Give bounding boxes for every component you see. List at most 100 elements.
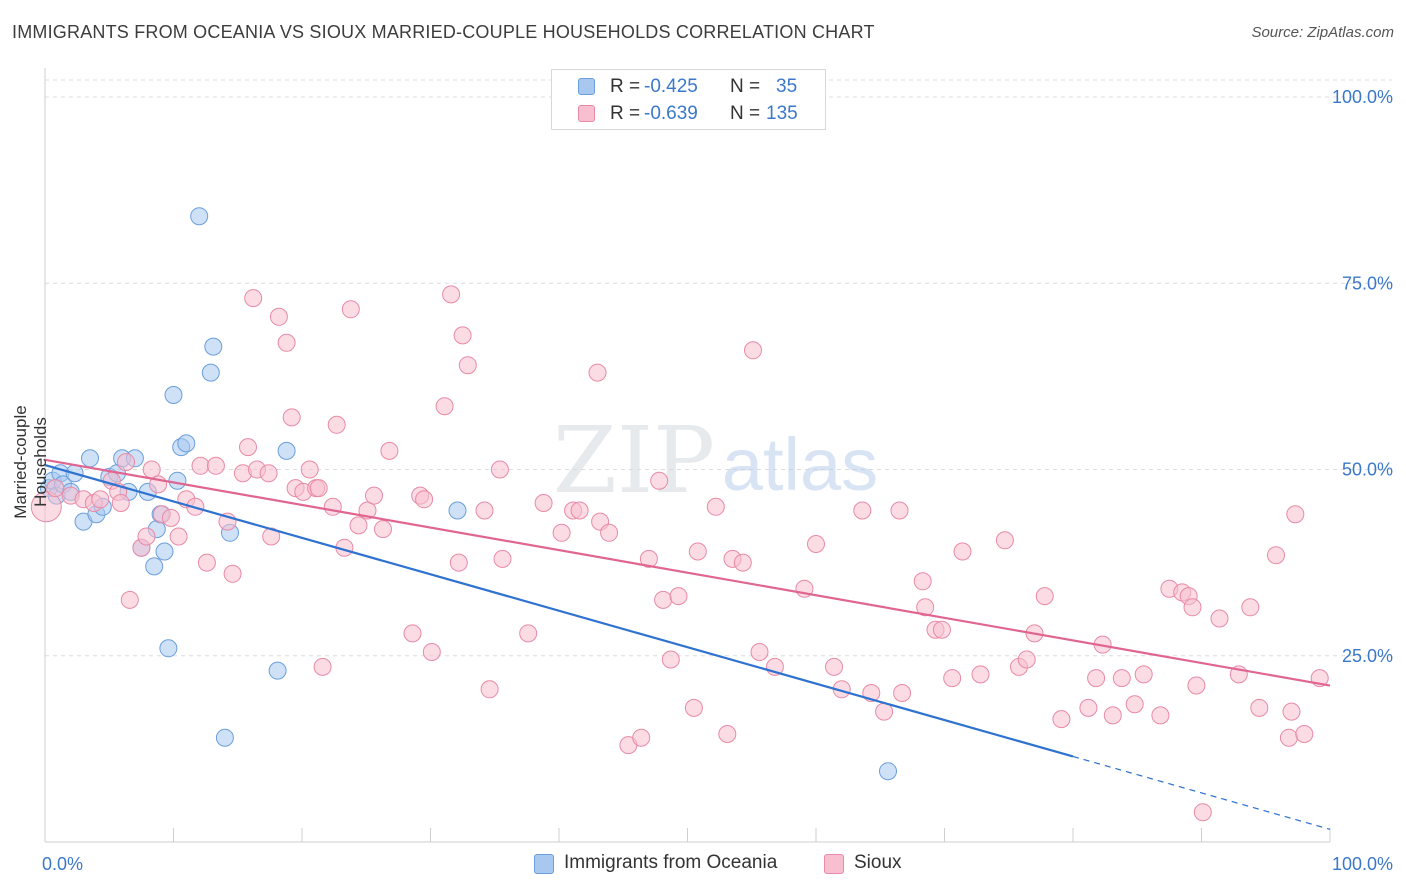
legend-swatch-sioux <box>824 854 844 874</box>
point-oceania <box>879 762 897 781</box>
point-sioux <box>453 326 472 345</box>
point-sioux <box>91 490 110 509</box>
point-sioux <box>403 624 422 643</box>
trend-line-oceania <box>44 463 1074 758</box>
point-sioux <box>1187 676 1206 695</box>
point-oceania <box>168 471 187 490</box>
gridlines <box>45 79 1392 657</box>
point-sioux <box>654 590 673 609</box>
point-sioux <box>890 501 909 520</box>
y-tick-label: 100.0% <box>1332 87 1393 107</box>
series-oceania <box>39 207 897 781</box>
point-sioux <box>313 657 332 676</box>
point-sioux <box>30 491 62 523</box>
point-sioux <box>639 549 658 568</box>
point-sioux <box>282 408 301 427</box>
point-sioux <box>588 363 607 382</box>
point-sioux <box>995 531 1014 550</box>
point-sioux <box>1017 650 1036 669</box>
watermark-atlas: atlas <box>722 423 878 506</box>
point-sioux <box>971 665 990 684</box>
legend-label-oceania: Immigrants from Oceania <box>564 852 778 873</box>
point-sioux <box>1267 546 1285 565</box>
point-sioux <box>1282 702 1301 721</box>
point-oceania <box>81 449 99 468</box>
point-sioux <box>953 542 972 561</box>
trend-line-sioux <box>44 458 1331 687</box>
point-oceania <box>215 728 234 747</box>
point-sioux <box>277 333 296 352</box>
x-tick-label-max: 100.0% <box>1332 854 1393 874</box>
point-oceania <box>155 542 174 561</box>
point-sioux <box>244 289 263 308</box>
legend-n-label: N = <box>730 76 761 97</box>
point-sioux <box>1112 669 1131 688</box>
point-sioux <box>1210 609 1229 628</box>
point-sioux <box>493 549 512 568</box>
point-sioux <box>632 728 651 747</box>
point-oceania <box>201 363 220 382</box>
point-sioux <box>684 698 703 717</box>
point-oceania <box>164 386 183 404</box>
point-sioux <box>161 508 180 527</box>
legend-n-value: 135 <box>766 103 798 124</box>
point-sioux <box>570 501 589 520</box>
point-sioux <box>480 680 499 699</box>
point-sioux <box>943 669 962 688</box>
point-sioux <box>415 490 434 509</box>
point-sioux <box>650 471 669 490</box>
point-sioux <box>449 553 468 572</box>
point-sioux <box>913 572 932 591</box>
point-sioux <box>309 479 328 498</box>
point-sioux <box>534 494 553 512</box>
point-sioux <box>1241 598 1260 617</box>
point-sioux <box>169 527 188 546</box>
point-sioux <box>475 501 494 520</box>
point-oceania <box>204 337 223 356</box>
point-sioux <box>932 620 951 639</box>
point-sioux <box>1052 710 1071 729</box>
point-sioux <box>807 535 825 553</box>
point-sioux <box>1193 803 1212 822</box>
point-sioux <box>197 553 216 572</box>
point-sioux <box>661 650 680 669</box>
point-sioux <box>1134 665 1153 684</box>
point-sioux <box>1286 505 1305 524</box>
point-sioux <box>191 456 210 475</box>
y-tick-label: 50.0% <box>1342 460 1393 480</box>
point-sioux <box>744 341 762 360</box>
legend-n-value: 35 <box>776 76 798 97</box>
point-sioux <box>341 300 360 319</box>
point-sioux <box>323 497 342 516</box>
point-sioux <box>111 494 130 512</box>
point-sioux <box>1103 706 1122 725</box>
tick-labels: 100.0% 75.0% 50.0% 25.0% 0.0% 100.0% <box>42 87 1393 874</box>
point-sioux <box>380 441 399 460</box>
stats-legend: R = -0.425 N = 35 R = -0.639 N = 135 <box>551 69 826 130</box>
legend-r-label: R = <box>610 103 641 124</box>
point-sioux <box>669 587 688 606</box>
legend-label-sioux: Sioux <box>854 852 902 873</box>
legend-r-label: R = <box>610 76 641 97</box>
point-sioux <box>435 397 454 416</box>
point-sioux <box>750 643 769 661</box>
legend-r-value: -0.639 <box>644 103 698 124</box>
point-oceania <box>159 639 178 658</box>
point-sioux <box>46 479 65 498</box>
trend-lines <box>44 458 1331 830</box>
point-sioux <box>893 684 912 702</box>
point-sioux <box>706 497 725 516</box>
point-oceania <box>277 441 296 460</box>
point-sioux <box>519 624 538 643</box>
point-oceania <box>177 434 196 453</box>
point-sioux <box>1183 598 1202 617</box>
point-oceania <box>448 501 467 520</box>
point-sioux <box>458 356 477 375</box>
legend-r-value: -0.425 <box>644 76 698 97</box>
y-axis-label: Married-couple Households <box>11 405 50 519</box>
point-sioux <box>117 453 135 472</box>
point-sioux <box>825 657 843 676</box>
legend-swatch-oceania <box>578 78 595 95</box>
point-oceania <box>190 207 209 226</box>
